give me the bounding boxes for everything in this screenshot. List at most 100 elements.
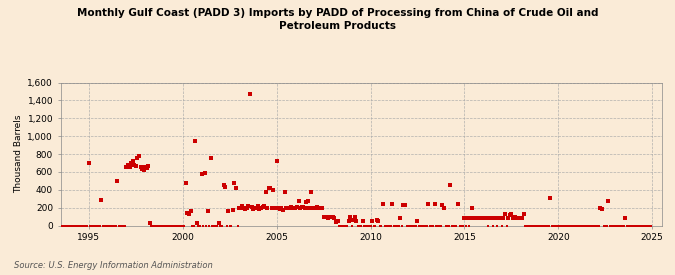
Point (509, 214, 520, 219)
Point (502, 223, 512, 228)
Point (312, 205, 323, 209)
Point (378, 202, 389, 206)
Point (446, 223, 457, 228)
Point (522, 223, 533, 228)
Point (426, 223, 437, 228)
Point (407, 223, 418, 228)
Point (281, 205, 292, 210)
Point (171, 223, 182, 228)
Point (526, 223, 537, 228)
Point (632, 223, 643, 228)
Point (453, 202, 464, 206)
Point (104, 223, 115, 228)
Point (78, 223, 88, 228)
Point (243, 204, 254, 208)
Point (60, 223, 71, 228)
Point (201, 223, 212, 228)
Point (202, 209, 213, 213)
Point (611, 223, 622, 228)
Point (503, 216, 514, 221)
Point (523, 223, 534, 228)
Point (403, 223, 414, 228)
Point (642, 223, 653, 228)
Point (381, 223, 392, 228)
Point (213, 221, 224, 225)
Point (549, 223, 560, 228)
Point (450, 223, 460, 228)
Point (515, 216, 526, 221)
Point (57, 223, 68, 228)
Point (506, 212, 517, 216)
Point (317, 205, 327, 210)
Point (623, 223, 634, 228)
Point (301, 200, 312, 205)
Point (257, 205, 268, 209)
Point (518, 212, 529, 216)
Point (163, 223, 174, 228)
Point (296, 205, 307, 209)
Point (583, 223, 593, 228)
Point (129, 163, 140, 167)
Point (282, 205, 293, 210)
Point (639, 223, 649, 228)
Point (440, 223, 451, 228)
Point (111, 179, 122, 183)
Point (631, 223, 642, 228)
Point (66, 223, 77, 228)
Point (618, 223, 629, 228)
Point (59, 223, 70, 228)
Point (598, 223, 609, 228)
Point (385, 223, 396, 228)
Point (406, 223, 416, 228)
Point (123, 163, 134, 167)
Point (495, 216, 506, 221)
Point (187, 223, 198, 228)
Point (356, 223, 367, 228)
Point (459, 216, 470, 221)
Point (587, 223, 598, 228)
Point (595, 205, 606, 210)
Point (193, 223, 204, 228)
Point (70, 223, 80, 228)
Point (224, 223, 235, 228)
Point (86, 223, 97, 228)
Point (464, 223, 475, 228)
Point (477, 216, 487, 221)
Point (510, 216, 521, 221)
Point (268, 188, 279, 192)
Point (576, 223, 587, 228)
Point (630, 223, 641, 228)
Point (472, 216, 483, 221)
Point (185, 209, 196, 213)
Point (620, 216, 631, 221)
Point (645, 223, 656, 228)
Point (467, 205, 478, 210)
Point (267, 205, 277, 210)
Point (88, 223, 99, 228)
Point (49, 223, 60, 228)
Point (235, 205, 246, 210)
Point (367, 219, 377, 223)
Point (456, 223, 466, 228)
Point (130, 163, 141, 168)
Point (365, 223, 376, 228)
Point (176, 223, 187, 228)
Point (415, 223, 426, 228)
Point (448, 223, 459, 228)
Point (261, 189, 271, 194)
Point (410, 223, 421, 228)
Point (205, 156, 216, 161)
Point (409, 223, 420, 228)
Point (379, 223, 390, 228)
Point (376, 223, 387, 228)
Point (71, 223, 82, 228)
Point (240, 207, 250, 212)
Point (357, 219, 368, 223)
Point (369, 223, 379, 228)
Point (93, 223, 104, 228)
Point (425, 223, 435, 228)
Point (265, 186, 276, 190)
Point (194, 223, 205, 228)
Point (342, 223, 352, 228)
Point (429, 202, 440, 206)
